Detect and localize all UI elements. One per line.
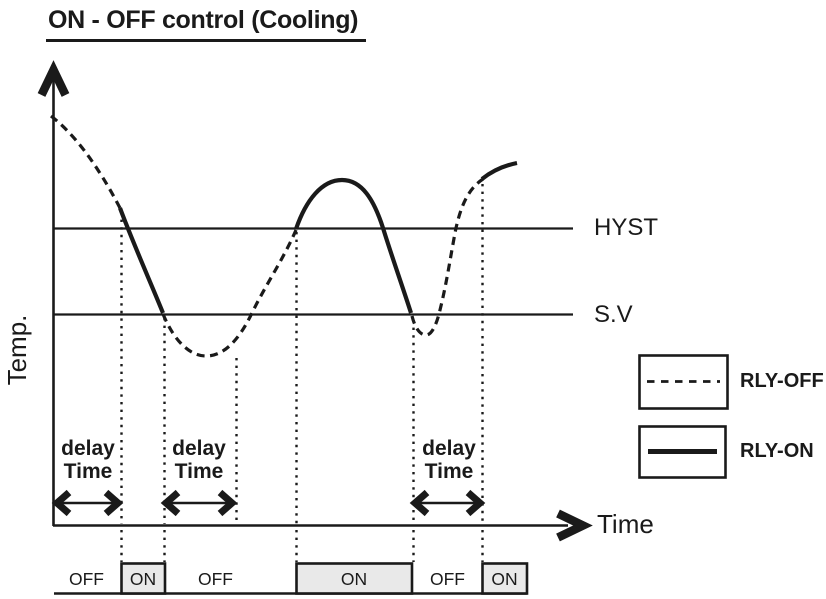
delay-arrow-2 (160, 489, 238, 517)
page-title: ON - OFF control (Cooling) (46, 6, 367, 42)
sv-line-label: S.V (594, 301, 633, 328)
arrow-right-icon (465, 489, 486, 517)
x-axis-label: Time (597, 509, 654, 539)
legend-label-rly-on: RLY-ON (740, 440, 814, 462)
arrow-right-icon (217, 489, 238, 517)
strip-segment-off-1: OFF (69, 569, 104, 589)
strip-segment-off-3: OFF (430, 569, 465, 589)
y-axis-arrow-icon (37, 60, 70, 97)
strip-segment-on-2: ON (340, 569, 368, 589)
strip-on-box-2 (295, 562, 414, 595)
legend-swatch-rly-off (638, 354, 729, 410)
delay-time-label-3: delay Time (422, 437, 476, 483)
relay-strip (54, 562, 529, 595)
legend-label-rly-off: RLY-OFF (740, 370, 824, 392)
strip-on-box-3 (481, 562, 529, 595)
x-axis (53, 509, 593, 542)
strip-on-box-1 (120, 562, 167, 595)
strip-segment-off-2: OFF (198, 569, 233, 589)
arrow-left-icon (160, 489, 181, 517)
delay-arrow-1 (51, 489, 124, 517)
legend-swatch-rly-on (638, 425, 727, 479)
delay-time-label-2: delay Time (172, 437, 226, 483)
arrow-left-icon (409, 489, 430, 517)
strip-segment-on-1: ON (129, 569, 157, 589)
temp-curve-rly-off (50, 114, 484, 358)
strip-segment-on-3: ON (491, 569, 518, 589)
delay-time-label-1: delay Time (61, 437, 115, 483)
arrow-left-icon (51, 489, 72, 517)
delay-arrow-3 (409, 489, 486, 517)
hyst-line-label: HYST (594, 214, 659, 241)
event-dotted-lines (120, 184, 484, 562)
y-axis (37, 60, 70, 526)
y-axis-label: Temp. (2, 314, 32, 386)
arrow-right-icon (103, 489, 124, 517)
x-axis-arrow-icon (556, 509, 593, 542)
temp-curve-rly-on (118, 160, 518, 314)
